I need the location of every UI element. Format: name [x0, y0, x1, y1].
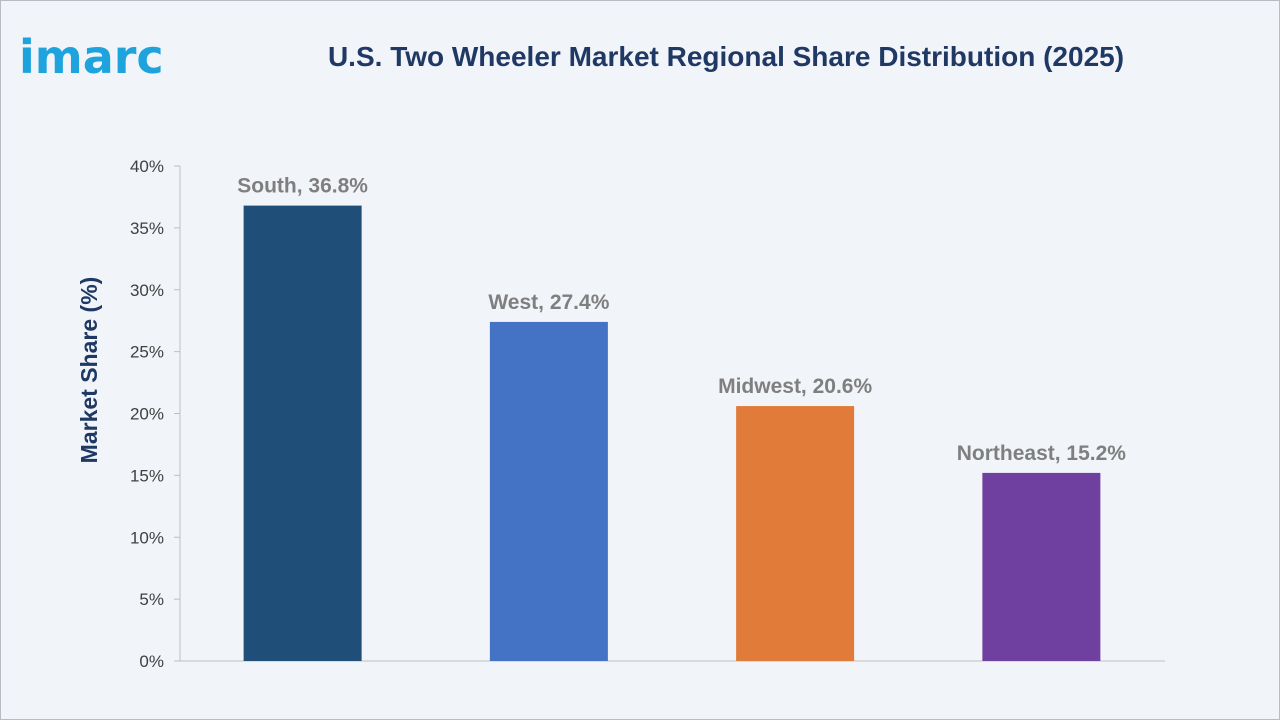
data-label-midwest: Midwest, 20.6%: [718, 375, 872, 398]
y-axis-label: Market Share (%): [76, 277, 102, 464]
logo-text: imarc: [19, 30, 164, 83]
data-labels-group: South, 36.8% West, 27.4% Midwest, 20.6% Nor…: [237, 175, 1126, 465]
imarc-logo: imarc: [19, 30, 164, 83]
axis-group: 0% 5% 10% 15% 20% 25% 30% 35% 40%: [130, 157, 1165, 671]
bar-midwest: [736, 406, 855, 661]
bars-group: [243, 205, 1101, 661]
bar-south: [243, 205, 362, 661]
y-tick-label: 40%: [130, 157, 164, 176]
data-label-south: South, 36.8%: [237, 175, 368, 198]
y-tick-label: 10%: [130, 528, 164, 547]
y-tick-label: 15%: [130, 466, 164, 485]
y-tick-label: 30%: [130, 281, 164, 300]
y-tick-label: 20%: [130, 405, 164, 424]
y-tick-label: 25%: [130, 343, 164, 362]
chart-title: U.S. Two Wheeler Market Regional Share D…: [327, 41, 1125, 72]
y-tick-label: 35%: [130, 219, 164, 238]
bar-west: [489, 321, 608, 661]
data-label-northeast: Northeast, 15.2%: [957, 442, 1127, 465]
y-tick-label: 5%: [139, 590, 164, 609]
bar-northeast: [982, 472, 1101, 661]
data-label-west: West, 27.4%: [488, 291, 609, 314]
y-tick-label: 0%: [139, 652, 164, 671]
